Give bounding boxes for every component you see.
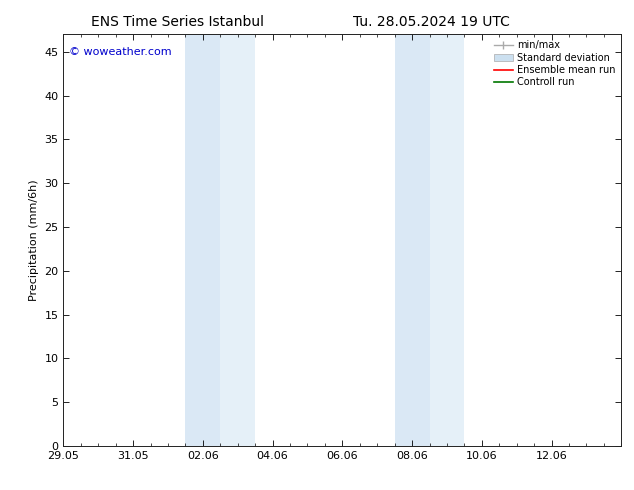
Bar: [394, 34, 429, 446]
Text: Tu. 28.05.2024 19 UTC: Tu. 28.05.2024 19 UTC: [353, 15, 510, 29]
Text: ENS Time Series Istanbul: ENS Time Series Istanbul: [91, 15, 264, 29]
Y-axis label: Precipitation (mm/6h): Precipitation (mm/6h): [29, 179, 39, 301]
Text: © woweather.com: © woweather.com: [69, 47, 172, 57]
Bar: [429, 34, 464, 446]
Bar: [221, 34, 255, 446]
Legend: min/max, Standard deviation, Ensemble mean run, Controll run: min/max, Standard deviation, Ensemble me…: [489, 36, 619, 91]
Bar: [185, 34, 221, 446]
